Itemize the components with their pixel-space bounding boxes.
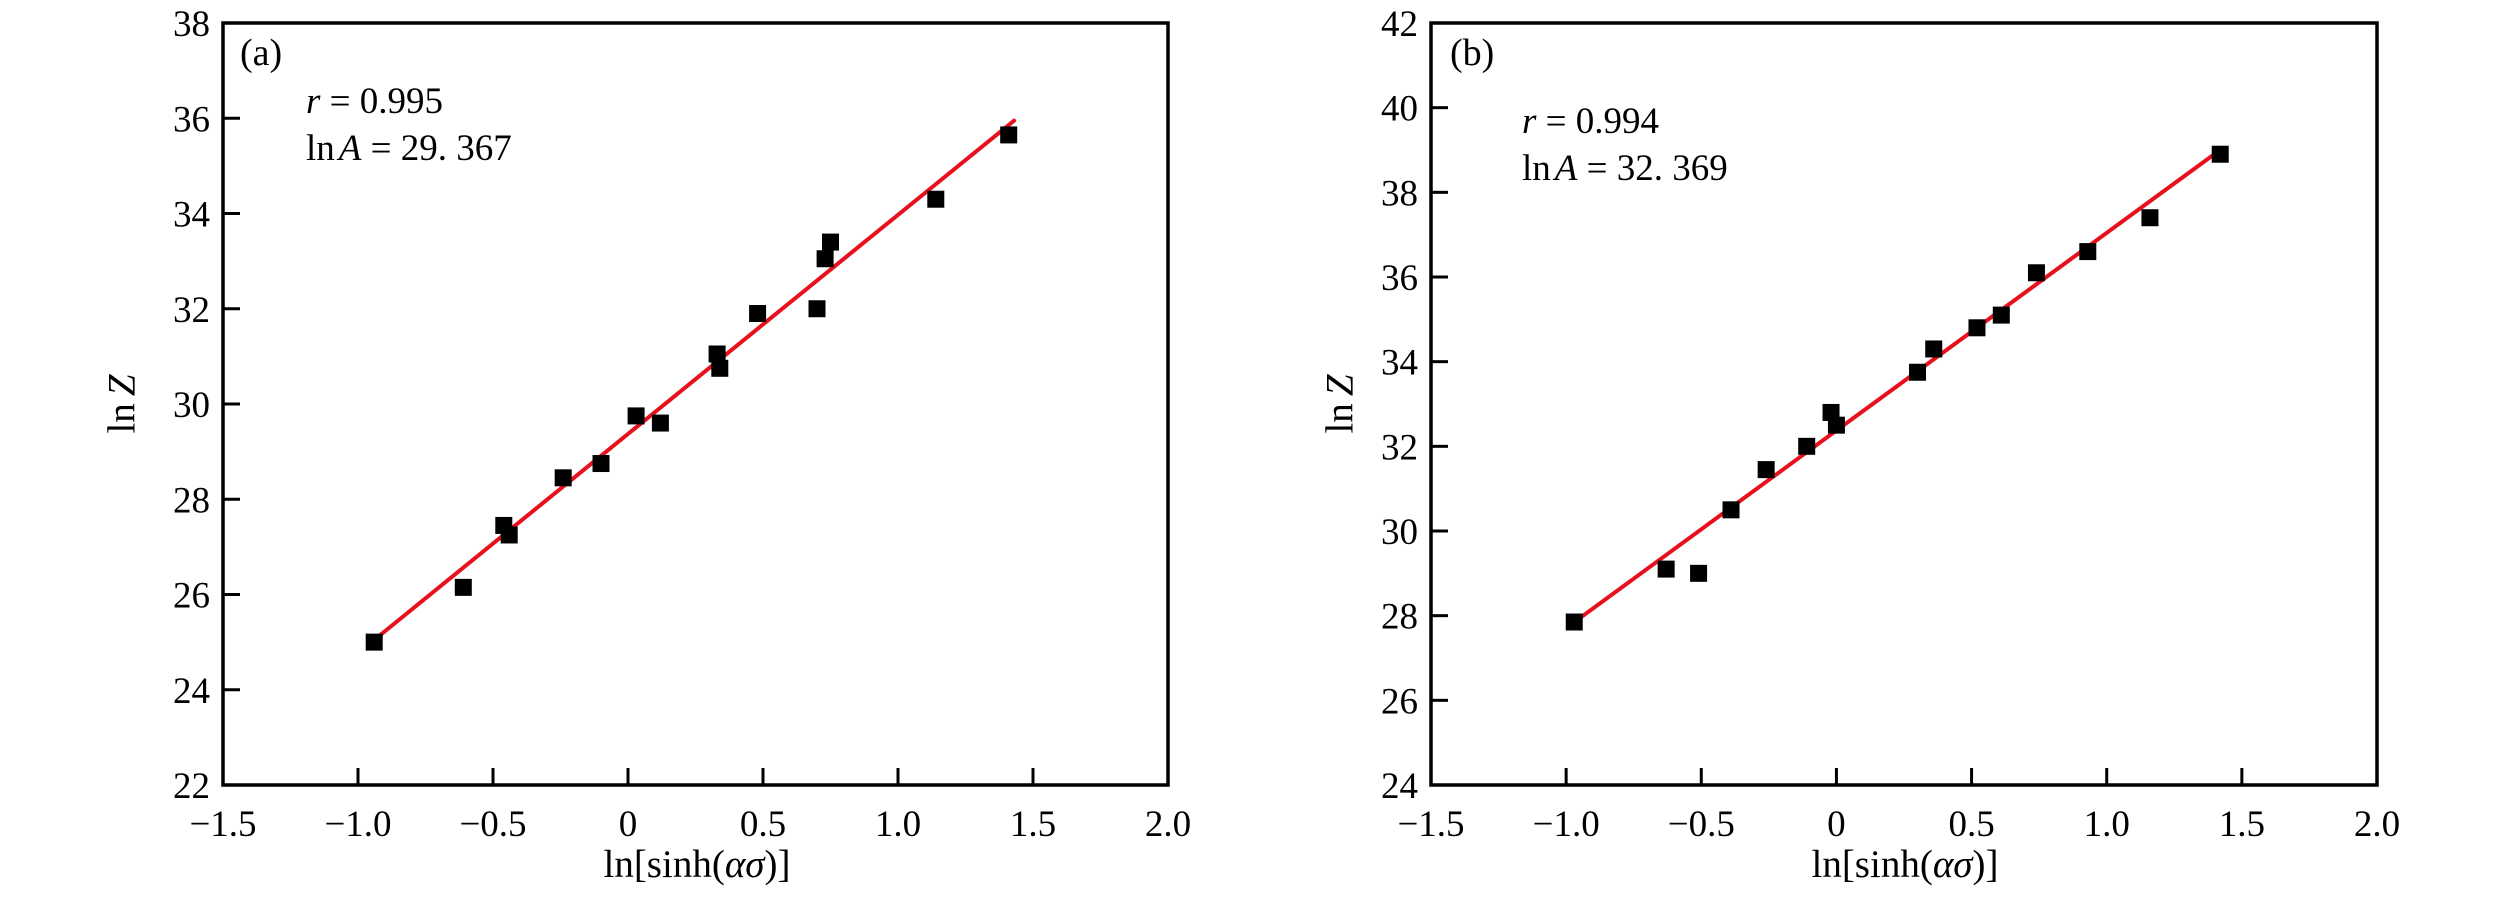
y-tick-label: 26 bbox=[1381, 681, 1418, 722]
y-tick-label: 24 bbox=[1381, 766, 1418, 807]
data-point-marker bbox=[1925, 340, 1943, 358]
data-point-marker bbox=[365, 633, 383, 651]
data-point-marker bbox=[2027, 264, 2045, 282]
data-point-marker bbox=[2211, 145, 2229, 163]
data-point-marker bbox=[1757, 461, 1775, 479]
data-point-marker bbox=[708, 345, 726, 363]
y-tick-label: 42 bbox=[1381, 4, 1418, 45]
x-tick-label: −0.5 bbox=[1668, 804, 1735, 845]
panel-b-x-axis-title: ln[sinh(ασ)] bbox=[1811, 843, 1999, 886]
y-tick-label: 36 bbox=[173, 99, 210, 140]
panel-b-stats: r = 0.994 ln A = 32. 369 bbox=[1522, 98, 1728, 192]
panel-b: −1.5 −1.0 −0.5 0 0.5 1.0 1.5 2.0 24 26 28 30 32 34 36 3… bbox=[1259, 0, 2519, 897]
x-tick-label: 0.5 bbox=[740, 804, 786, 845]
x-tick-label: 1.0 bbox=[2084, 804, 2130, 845]
data-point-marker bbox=[554, 469, 572, 487]
y-tick-label: 38 bbox=[173, 4, 210, 45]
fit-line bbox=[1569, 145, 2225, 627]
data-point-marker bbox=[749, 305, 767, 323]
x-tick-label: −1.5 bbox=[1397, 804, 1464, 845]
x-tick-label: 1.0 bbox=[875, 804, 921, 845]
data-point-marker bbox=[1968, 319, 1986, 337]
panel-a-tag: (a) bbox=[240, 32, 283, 74]
panel-b-plot: −1.5 −1.0 −0.5 0 0.5 1.0 1.5 2.0 24 26 28 30 32 34 36 3… bbox=[1381, 4, 2400, 845]
y-tick-label: 34 bbox=[173, 195, 210, 236]
y-tick-label: 26 bbox=[173, 576, 210, 617]
y-tick-label: 28 bbox=[1381, 597, 1418, 638]
data-point-marker bbox=[808, 300, 826, 318]
data-point-marker bbox=[2141, 209, 2159, 227]
x-tick-label: 0 bbox=[1827, 804, 1846, 845]
x-tick-label: −1.0 bbox=[1533, 804, 1600, 845]
y-tick-label: 32 bbox=[173, 290, 210, 331]
data-point-marker bbox=[711, 359, 729, 377]
x-tick-label: −0.5 bbox=[459, 804, 526, 845]
data-point-marker bbox=[1827, 416, 1845, 434]
panel-b-lnA-value: ln A = 32. 369 bbox=[1522, 148, 1728, 189]
plot-border bbox=[1429, 21, 2379, 787]
panel-b-y-axis-title: lnZ bbox=[1318, 374, 1362, 434]
y-tick-label: 40 bbox=[1381, 89, 1418, 130]
data-point-marker bbox=[1992, 306, 2010, 324]
x-tick-label: −1.0 bbox=[324, 804, 391, 845]
data-point-marker bbox=[1000, 126, 1018, 144]
data-point-marker bbox=[500, 526, 518, 544]
panel-b-tag: (b) bbox=[1450, 32, 1495, 74]
panel-a-lnA-value: ln A = 29. 367 bbox=[306, 128, 512, 169]
data-point-marker bbox=[1690, 564, 1708, 582]
data-point-marker bbox=[592, 455, 610, 473]
y-tick-label: 36 bbox=[1381, 258, 1418, 299]
x-tick-label: 0.5 bbox=[1948, 804, 1994, 845]
panel-a-x-axis-title: ln[sinh(ασ)] bbox=[603, 843, 791, 886]
panel-b-r-value: r = 0.994 bbox=[1522, 101, 1660, 142]
data-point-marker bbox=[927, 190, 945, 208]
x-tick-label: 2.0 bbox=[2354, 804, 2400, 845]
panel-a-r-value: r = 0.995 bbox=[306, 81, 444, 122]
data-point-marker bbox=[651, 414, 669, 432]
data-point-marker bbox=[2079, 243, 2097, 261]
x-tick-label: −1.5 bbox=[189, 804, 256, 845]
panel-a-stats: r = 0.995 ln A = 29. 367 bbox=[306, 78, 512, 172]
x-tick-label: 1.5 bbox=[2219, 804, 2265, 845]
data-point-marker bbox=[1657, 560, 1675, 578]
data-point-marker bbox=[1722, 501, 1740, 519]
data-point-marker bbox=[627, 407, 645, 425]
y-tick-label: 32 bbox=[1381, 427, 1418, 468]
y-tick-label: 30 bbox=[173, 385, 210, 426]
data-point-marker bbox=[454, 578, 472, 596]
data-point-marker bbox=[822, 233, 839, 251]
y-tick-label: 22 bbox=[173, 766, 210, 807]
x-tick-label: 1.5 bbox=[1010, 804, 1056, 845]
y-tick-label: 34 bbox=[1381, 343, 1418, 384]
panel-a-plot: −1.5 −1.0 −0.5 0 0.5 1.0 1.5 2.0 22 24 26 28 30 32 34 3… bbox=[173, 4, 1191, 845]
fit-line bbox=[369, 118, 1017, 645]
y-tick-label: 38 bbox=[1381, 173, 1418, 214]
data-point-marker bbox=[1909, 363, 1927, 381]
panel-a: −1.5 −1.0 −0.5 0 0.5 1.0 1.5 2.0 22 24 26 28 30 32 34 3… bbox=[100, 4, 1192, 886]
x-tick-label: 0 bbox=[619, 804, 638, 845]
y-tick-label: 28 bbox=[173, 480, 210, 521]
panel-a-y-axis-title: lnZ bbox=[100, 374, 144, 434]
y-tick-label: 24 bbox=[173, 671, 210, 712]
data-point-marker bbox=[1798, 437, 1816, 455]
y-tick-label: 30 bbox=[1381, 512, 1418, 553]
data-point-marker bbox=[816, 250, 834, 268]
x-tick-label: 2.0 bbox=[1145, 804, 1191, 845]
plot-border bbox=[221, 21, 1170, 787]
data-point-marker bbox=[1565, 613, 1583, 631]
